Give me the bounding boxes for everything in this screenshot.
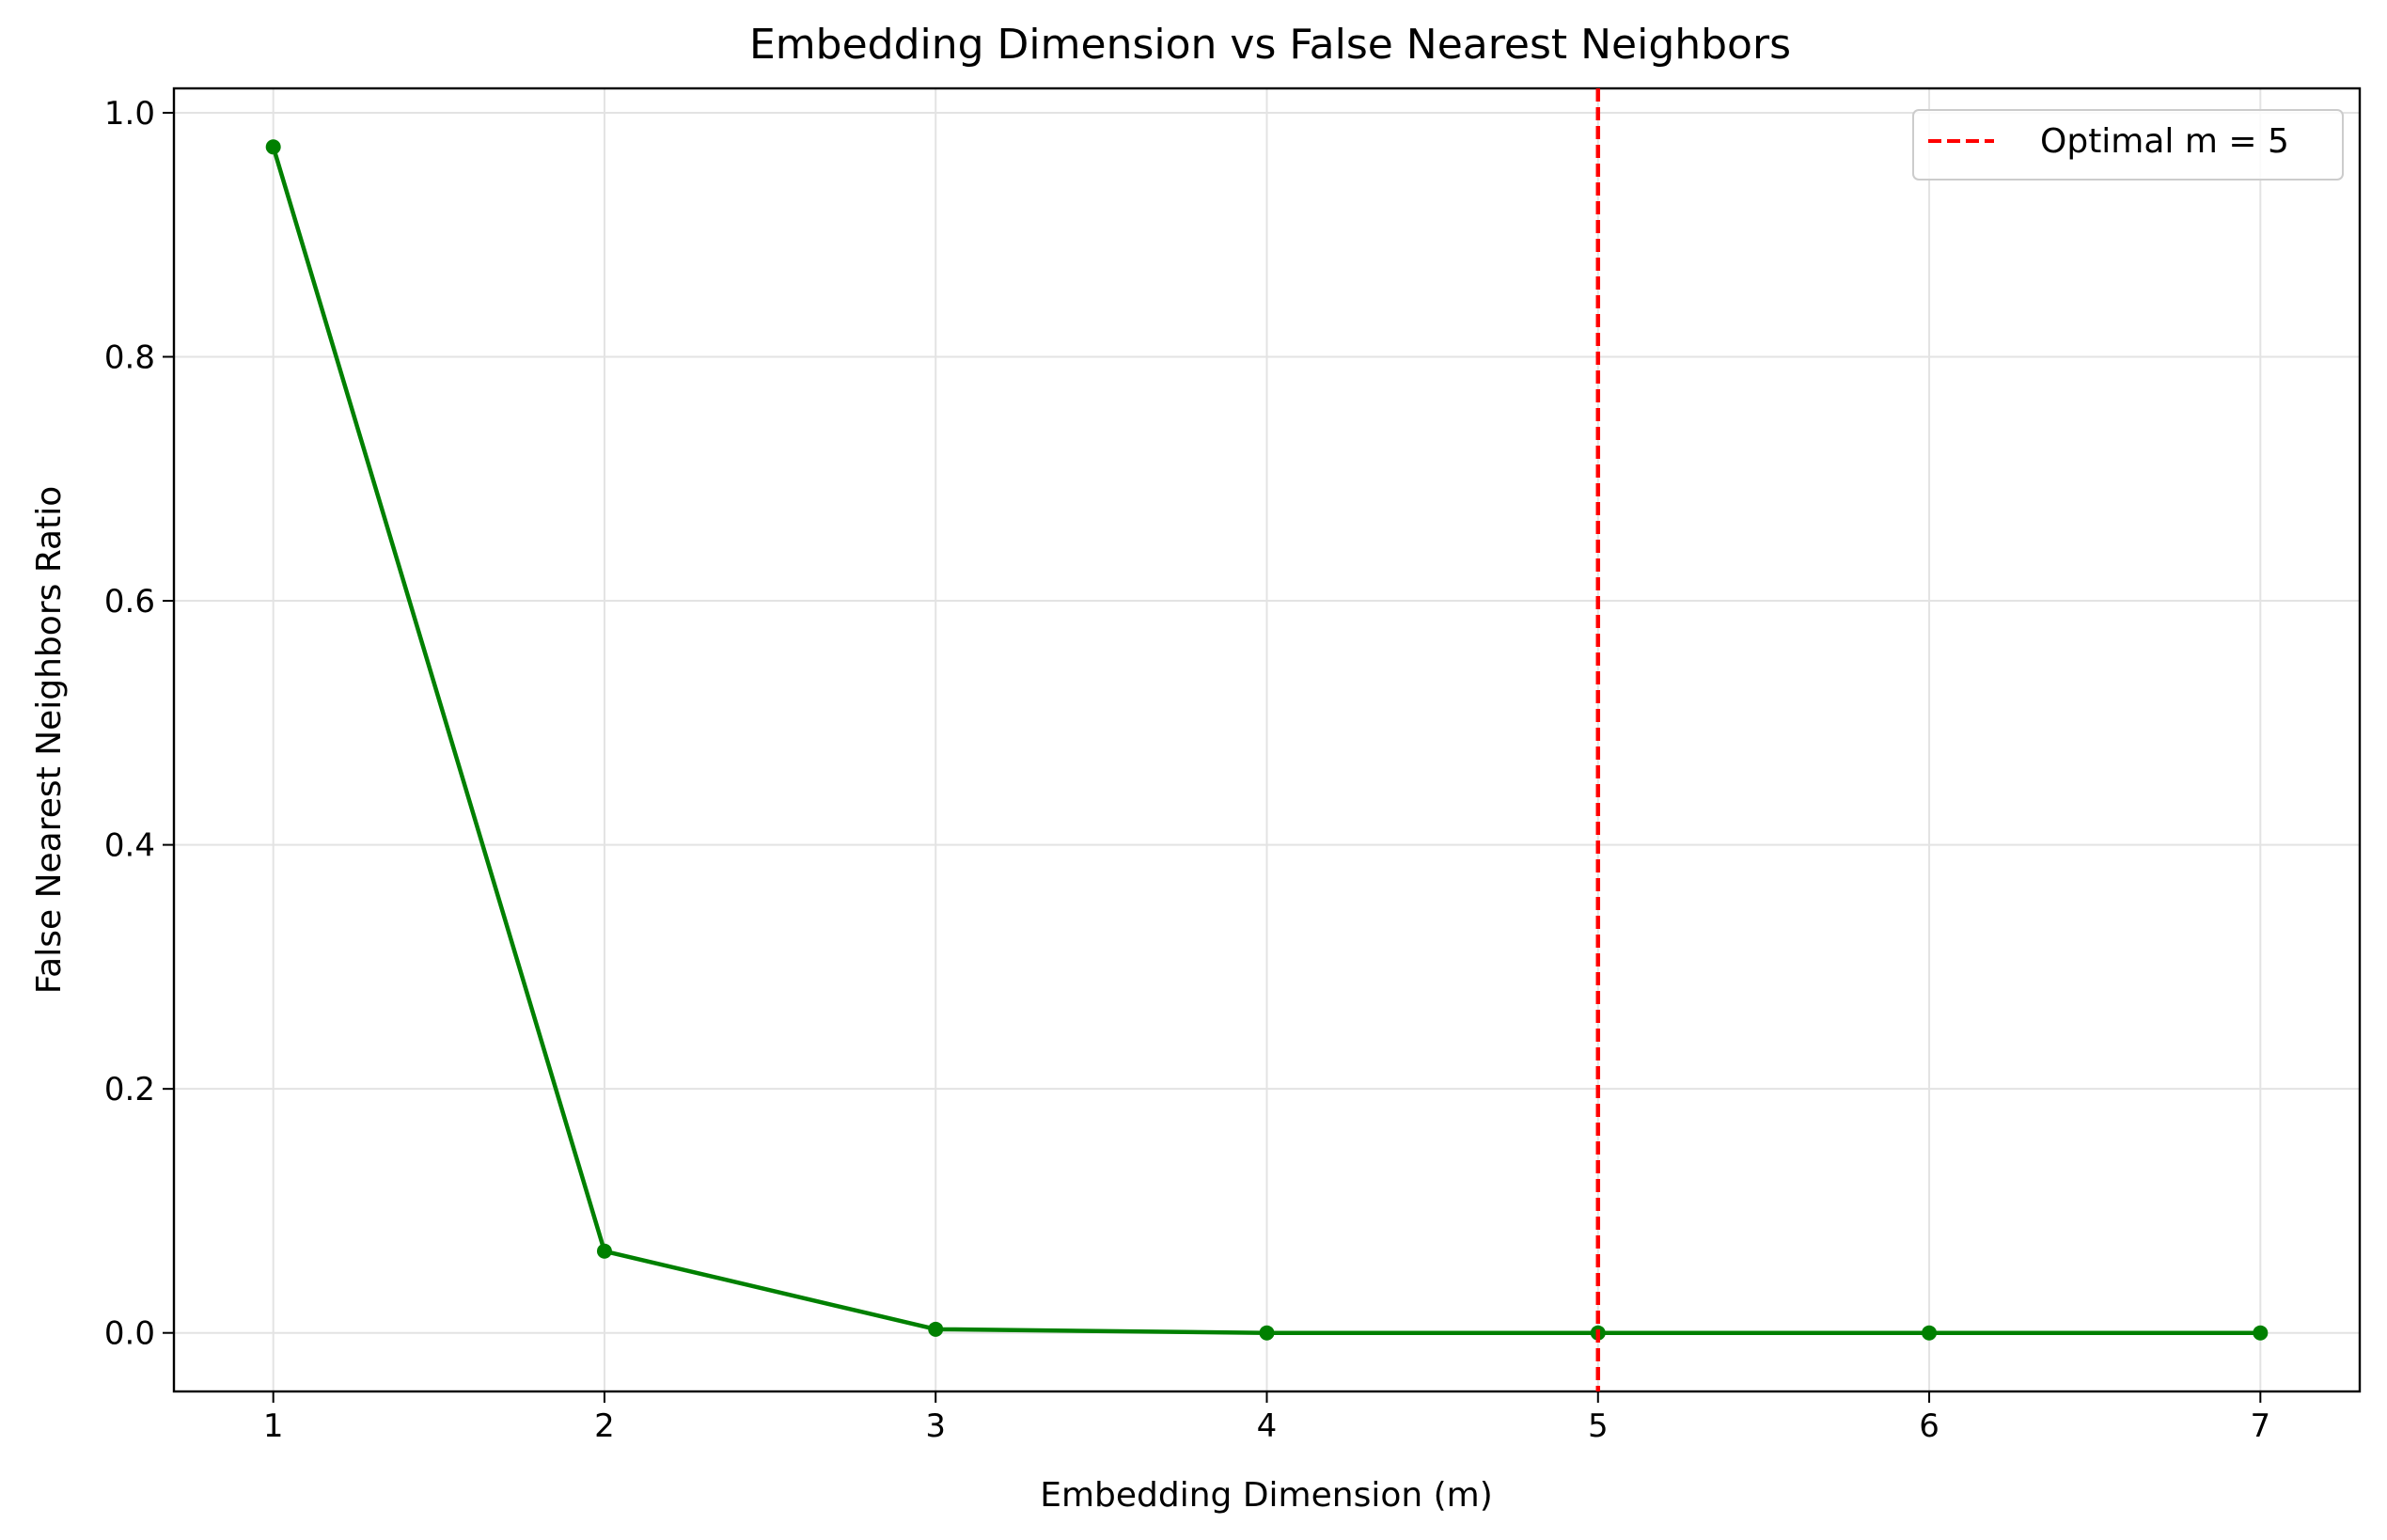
data-point	[596, 1243, 612, 1259]
x-axis-label: Embedding Dimension (m)	[1040, 1476, 1493, 1515]
y-tick-label: 0.0	[104, 1315, 155, 1353]
y-tick-label: 0.4	[104, 827, 155, 865]
x-tick-label: 6	[1919, 1407, 1939, 1445]
y-axis: 0.0 0.2 0.4 0.6 0.8 1.0	[104, 95, 174, 1353]
x-tick-label: 5	[1588, 1407, 1609, 1445]
y-tick-label: 1.0	[104, 95, 155, 133]
series-layer	[265, 139, 2269, 1341]
data-point	[265, 139, 281, 155]
data-point	[928, 1321, 944, 1337]
data-point	[2253, 1325, 2269, 1341]
y-tick-label: 0.6	[104, 583, 155, 621]
legend-label: Optimal m = 5	[2040, 122, 2289, 161]
legend: Optimal m = 5	[1912, 109, 2344, 181]
x-tick-label: 7	[2250, 1407, 2270, 1445]
x-tick-label: 1	[263, 1407, 284, 1445]
data-point	[1922, 1325, 1938, 1341]
x-tick-label: 2	[594, 1407, 615, 1445]
legend-box	[1912, 109, 2344, 181]
x-axis: 1 2 3 4 5 6 7	[263, 1391, 2270, 1445]
y-tick-label: 0.2	[104, 1071, 155, 1108]
chart-title: Embedding Dimension vs False Nearest Nei…	[749, 21, 1791, 69]
data-point	[1259, 1325, 1275, 1341]
x-tick-label: 3	[925, 1407, 946, 1445]
x-tick-label: 4	[1257, 1407, 1278, 1445]
y-axis-label: False Nearest Neighbors Ratio	[30, 486, 69, 994]
y-tick-label: 0.8	[104, 339, 155, 377]
